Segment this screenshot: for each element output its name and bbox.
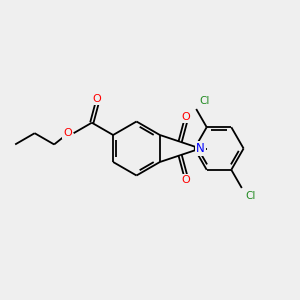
Text: O: O <box>181 112 190 122</box>
Text: O: O <box>63 128 72 138</box>
Text: Cl: Cl <box>245 191 256 201</box>
Text: Cl: Cl <box>200 96 210 106</box>
Text: O: O <box>181 175 190 185</box>
Text: O: O <box>92 94 101 104</box>
Text: N: N <box>196 142 205 155</box>
